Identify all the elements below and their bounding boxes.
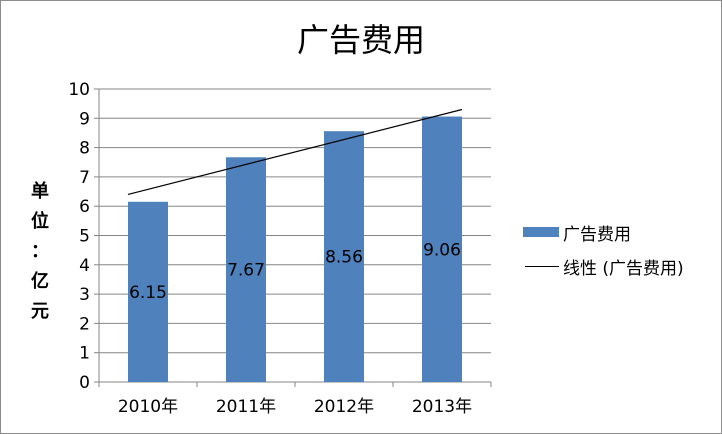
y-tick-label: 2 [79,314,90,334]
data-label: 7.67 [227,261,265,281]
legend-label-trendline: 线性 (广告费用) [563,259,684,279]
x-tick-label: 2011年 [216,397,276,417]
y-tick-label: 8 [79,139,90,159]
y-axis-label-char: ： [31,241,49,262]
data-label: 6.15 [129,283,167,303]
y-tick-label: 6 [79,197,90,217]
y-tick-label: 1 [79,344,90,364]
y-axis-label-char: 亿 [31,271,49,292]
bar [422,116,462,383]
y-axis-label-char: 单 [31,181,49,202]
y-axis-label: 单位 ： 亿元 [27,177,53,327]
legend-line-swatch [525,266,559,267]
bar [128,201,168,382]
y-tick-label: 0 [79,373,90,393]
y-tick-label: 9 [79,109,90,129]
y-tick-label: 7 [79,168,90,188]
legend-item-bar: 广告费用 [521,217,716,251]
legend-label-series: 广告费用 [563,225,631,245]
y-tick-label: 10 [68,80,90,100]
trendline [127,108,463,196]
y-axis-label-char: 位 [31,211,49,232]
data-label: 8.56 [325,248,363,268]
x-tick-label: 2010年 [118,397,178,417]
chart-title: 广告费用 [296,21,425,59]
bar [324,131,364,382]
y-tick-label: 4 [79,256,90,276]
legend: 广告费用 线性 (广告费用) [521,217,716,285]
legend-item-trendline: 线性 (广告费用) [521,251,716,285]
y-tick-label: 5 [79,227,90,247]
bar [226,157,266,382]
data-label: 9.06 [423,240,461,260]
legend-bar-swatch [523,227,559,237]
y-tick-label: 3 [79,285,90,305]
x-tick-label: 2012年 [314,397,374,417]
y-axis-label-char: 元 [31,301,49,322]
x-tick-label: 2013年 [412,397,472,417]
